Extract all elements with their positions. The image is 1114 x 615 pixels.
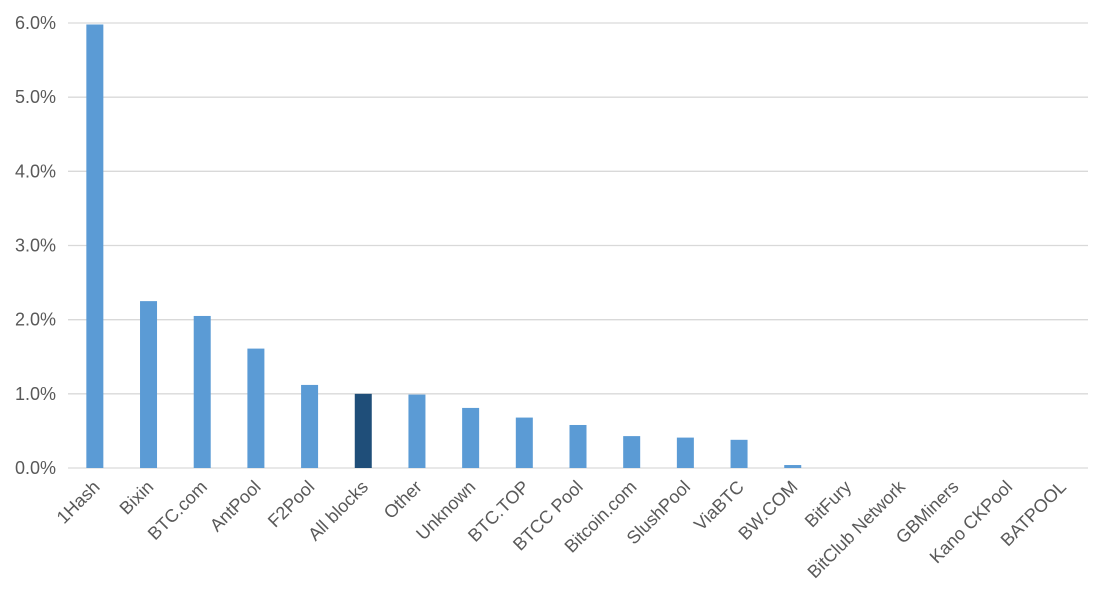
bar-antpool bbox=[247, 348, 265, 468]
x-tick-label: 1Hash bbox=[53, 477, 104, 528]
x-tick-label: Bixin bbox=[116, 477, 158, 519]
x-tick-label: BitClub Network bbox=[804, 476, 910, 582]
x-tick-label: BitFury bbox=[801, 477, 855, 531]
bar-viabtc bbox=[730, 439, 748, 468]
bars bbox=[86, 24, 802, 468]
bar-btc-top bbox=[515, 417, 533, 468]
gridlines bbox=[68, 22, 1088, 469]
y-tick-label: 3.0% bbox=[15, 236, 56, 256]
bar-1hash bbox=[86, 24, 104, 468]
x-tick-label: BW.COM bbox=[734, 477, 801, 544]
y-tick-label: 2.0% bbox=[15, 310, 56, 330]
x-tick-label: Other bbox=[380, 477, 426, 523]
bar-bitcoin-com bbox=[623, 436, 641, 468]
y-tick-label: 0.0% bbox=[15, 458, 56, 478]
y-tick-label: 4.0% bbox=[15, 161, 56, 181]
y-axis-ticks: 0.0% 1.0% 2.0% 3.0% 4.0% 5.0% 6.0% bbox=[15, 13, 56, 478]
bar-other bbox=[408, 394, 426, 468]
y-tick-label: 5.0% bbox=[15, 87, 56, 107]
x-tick-label: F2Pool bbox=[264, 477, 318, 531]
bar-slushpool bbox=[676, 437, 694, 468]
bar-bw-com bbox=[784, 465, 802, 468]
y-tick-label: 6.0% bbox=[15, 13, 56, 33]
y-tick-label: 1.0% bbox=[15, 384, 56, 404]
bar-unknown bbox=[462, 407, 480, 468]
x-tick-label: AntPool bbox=[206, 477, 265, 536]
bar-f2pool bbox=[301, 384, 319, 468]
bar-btc-com bbox=[193, 315, 211, 468]
bar-btcc-pool bbox=[569, 424, 587, 468]
bar-all-blocks bbox=[354, 393, 372, 468]
bar-bixin bbox=[140, 301, 158, 468]
x-tick-label: BTC.com bbox=[144, 477, 211, 544]
